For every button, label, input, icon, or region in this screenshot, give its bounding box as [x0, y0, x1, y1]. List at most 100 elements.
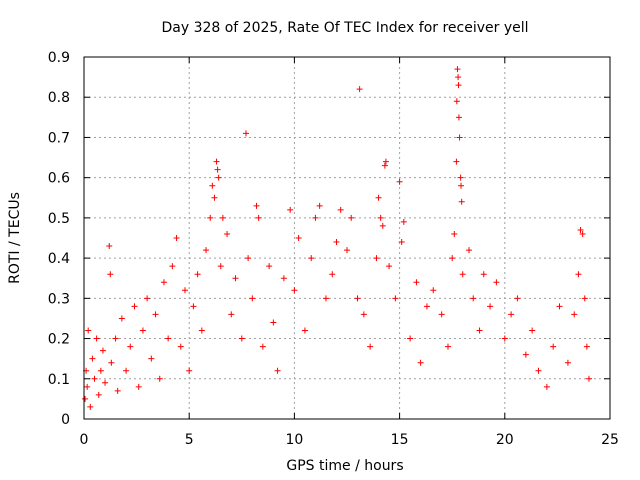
- x-tick-label: 5: [185, 432, 194, 448]
- data-point: [522, 351, 529, 358]
- data-point: [131, 303, 138, 310]
- data-point: [312, 214, 319, 221]
- y-tick-label: 0.8: [48, 90, 70, 106]
- data-point: [209, 182, 216, 189]
- data-point: [413, 279, 420, 286]
- y-tick-label: 0.6: [48, 171, 70, 187]
- axis-ticks: 0 5 10 15 20 25 0 0.1 0.2 0.3 0.4 0.5 0.6 0.7 0.8 0.9: [48, 50, 619, 448]
- data-point: [224, 230, 231, 237]
- data-point: [308, 255, 315, 262]
- data-point: [373, 255, 380, 262]
- data-point: [139, 327, 146, 334]
- data-point: [156, 375, 163, 382]
- plot-frame: [83, 56, 611, 420]
- data-point: [476, 327, 483, 334]
- data-point: [392, 295, 399, 302]
- data-point: [95, 391, 102, 398]
- data-point: [529, 327, 536, 334]
- data-point: [344, 247, 350, 254]
- data-point: [274, 367, 281, 374]
- data-point: [280, 275, 287, 282]
- y-tick-label: 0.7: [48, 130, 70, 146]
- data-point: [451, 230, 458, 237]
- data-point: [543, 383, 550, 390]
- data-point: [93, 335, 100, 342]
- data-point: [245, 255, 252, 262]
- data-point: [316, 202, 323, 209]
- data-point: [458, 198, 465, 205]
- data-point: [287, 206, 294, 213]
- y-tick-label: 0.5: [48, 211, 70, 227]
- data-point: [377, 214, 384, 221]
- data-point: [550, 343, 557, 350]
- data-point: [581, 295, 588, 302]
- data-point: [444, 343, 451, 350]
- data-point: [87, 403, 94, 410]
- y-axis-label: ROTI / TECUs: [7, 192, 23, 284]
- data-point: [417, 359, 424, 366]
- data-point: [493, 279, 500, 286]
- data-point: [348, 214, 355, 221]
- data-point: [455, 74, 462, 81]
- data-point: [301, 327, 308, 334]
- data-point: [165, 335, 172, 342]
- data-point: [177, 343, 184, 350]
- data-point: [127, 343, 134, 350]
- data-point: [135, 383, 142, 390]
- data-point: [228, 311, 235, 318]
- y-tick-label: 0.9: [48, 50, 70, 66]
- data-point: [333, 239, 340, 246]
- data-point: [508, 311, 515, 318]
- data-point: [232, 275, 239, 282]
- data-point: [449, 255, 456, 262]
- data-point: [386, 263, 393, 270]
- data-point: [423, 303, 430, 310]
- data-point: [379, 222, 386, 229]
- data-point: [375, 194, 382, 201]
- data-point: [219, 214, 226, 221]
- data-point: [190, 303, 197, 310]
- data-point: [438, 311, 445, 318]
- data-point: [144, 295, 151, 302]
- data-point: [454, 66, 461, 73]
- data-point: [458, 182, 465, 189]
- data-point: [457, 174, 464, 181]
- data-point: [107, 271, 114, 278]
- data-point: [407, 335, 414, 342]
- data-point: [173, 235, 180, 241]
- chart-title: Day 328 of 2025, Rate Of TEC Index for r…: [161, 20, 528, 36]
- data-point: [579, 230, 586, 237]
- data-point: [169, 263, 176, 270]
- data-point: [148, 355, 155, 362]
- data-point: [194, 271, 201, 278]
- data-point: [585, 375, 592, 382]
- data-point: [354, 295, 361, 302]
- y-tick-label: 0.4: [48, 251, 70, 267]
- x-tick-label: 15: [391, 432, 409, 448]
- data-point: [253, 202, 260, 209]
- data-point: [571, 311, 578, 318]
- data-point: [480, 271, 487, 278]
- data-point: [243, 130, 250, 137]
- x-axis-label: GPS time / hours: [286, 458, 403, 474]
- x-tick-label: 25: [601, 432, 619, 448]
- data-point: [337, 206, 344, 213]
- data-point: [89, 355, 96, 362]
- data-point: [99, 347, 106, 354]
- data-point: [514, 295, 521, 302]
- data-point: [207, 214, 214, 221]
- data-point: [455, 82, 462, 89]
- data-point: [112, 335, 119, 342]
- data-point: [186, 367, 193, 374]
- data-point: [583, 343, 590, 350]
- data-point: [160, 279, 167, 286]
- data-point: [181, 287, 188, 294]
- data-point: [85, 327, 92, 334]
- data-point: [203, 247, 210, 254]
- data-point: [396, 178, 403, 185]
- data-point: [360, 311, 367, 318]
- data-point: [249, 295, 256, 302]
- data-point: [214, 166, 221, 173]
- data-point: [535, 367, 542, 374]
- data-point: [84, 383, 91, 390]
